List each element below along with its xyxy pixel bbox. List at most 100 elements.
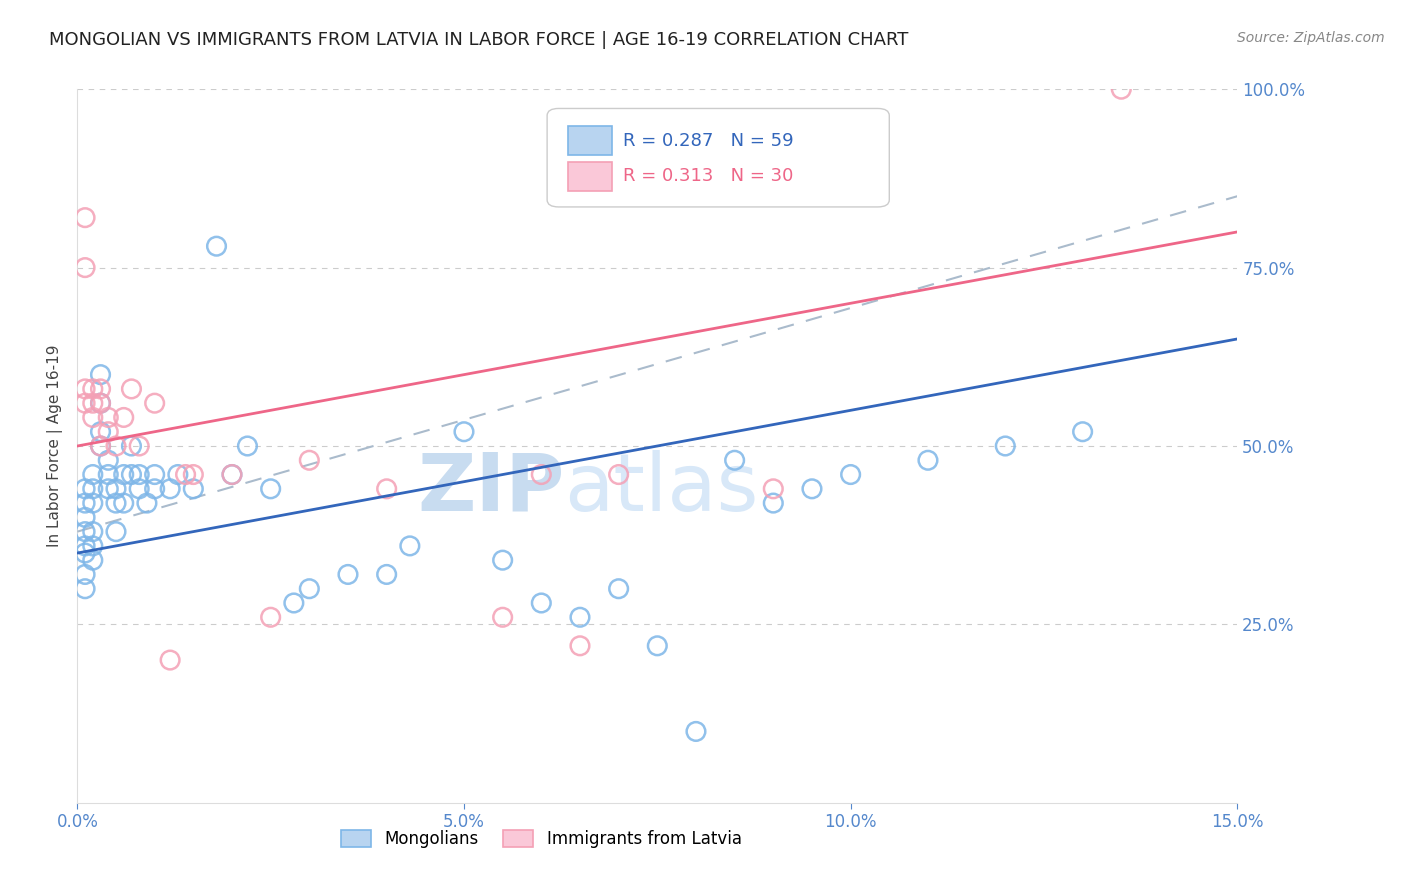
Point xyxy=(136,496,159,510)
Point xyxy=(375,482,398,496)
Point xyxy=(90,368,111,382)
Point xyxy=(159,482,181,496)
Point xyxy=(839,467,862,482)
Point xyxy=(75,510,96,524)
Point xyxy=(121,467,143,482)
Legend: Mongolians, Immigrants from Latvia: Mongolians, Immigrants from Latvia xyxy=(335,823,748,855)
Point xyxy=(298,453,321,467)
Point xyxy=(221,467,243,482)
Point xyxy=(82,539,104,553)
Point xyxy=(82,553,104,567)
Point xyxy=(183,467,205,482)
Point xyxy=(762,482,785,496)
FancyBboxPatch shape xyxy=(568,162,612,191)
Point xyxy=(90,396,111,410)
Point xyxy=(569,610,592,624)
Point xyxy=(236,439,259,453)
Point xyxy=(801,482,824,496)
Point xyxy=(298,582,321,596)
Text: MONGOLIAN VS IMMIGRANTS FROM LATVIA IN LABOR FORCE | AGE 16-19 CORRELATION CHART: MONGOLIAN VS IMMIGRANTS FROM LATVIA IN L… xyxy=(49,31,908,49)
Point xyxy=(75,546,96,560)
Text: ZIP: ZIP xyxy=(418,450,565,528)
Point xyxy=(97,410,120,425)
Point xyxy=(1071,425,1094,439)
Point xyxy=(569,639,592,653)
Point xyxy=(75,382,96,396)
Point xyxy=(82,524,104,539)
Point xyxy=(375,567,398,582)
Point xyxy=(75,482,96,496)
Point xyxy=(143,482,166,496)
Point xyxy=(530,467,553,482)
Point xyxy=(90,439,111,453)
Point xyxy=(724,453,747,467)
Point xyxy=(260,482,283,496)
Point xyxy=(121,439,143,453)
Point xyxy=(82,482,104,496)
Point xyxy=(97,453,120,467)
Point xyxy=(492,610,515,624)
Point xyxy=(75,396,96,410)
Point xyxy=(205,239,228,253)
Point xyxy=(159,653,181,667)
Text: atlas: atlas xyxy=(565,450,759,528)
Point xyxy=(128,439,150,453)
Point xyxy=(82,496,104,510)
Point xyxy=(685,724,707,739)
Point xyxy=(112,467,135,482)
Point xyxy=(97,467,120,482)
Point xyxy=(75,582,96,596)
Point xyxy=(166,467,188,482)
Point xyxy=(143,467,166,482)
FancyBboxPatch shape xyxy=(568,127,612,155)
Point xyxy=(105,496,127,510)
Point xyxy=(97,425,120,439)
Point xyxy=(75,524,96,539)
Point xyxy=(90,425,111,439)
Point xyxy=(128,467,150,482)
Point xyxy=(97,482,120,496)
Text: R = 0.313   N = 30: R = 0.313 N = 30 xyxy=(623,168,793,186)
Point xyxy=(607,582,630,596)
Point xyxy=(105,482,127,496)
Point xyxy=(75,496,96,510)
Point xyxy=(492,553,515,567)
Point xyxy=(260,610,283,624)
Point xyxy=(607,467,630,482)
Point xyxy=(105,439,127,453)
Point xyxy=(82,467,104,482)
Point xyxy=(647,639,669,653)
Point xyxy=(90,439,111,453)
Point xyxy=(75,567,96,582)
Point xyxy=(453,425,475,439)
Point xyxy=(112,496,135,510)
Point xyxy=(75,211,96,225)
Text: R = 0.287   N = 59: R = 0.287 N = 59 xyxy=(623,132,793,150)
Point xyxy=(105,524,127,539)
Point xyxy=(994,439,1017,453)
Point xyxy=(121,382,143,396)
Point xyxy=(90,382,111,396)
Point xyxy=(399,539,422,553)
Point xyxy=(530,596,553,610)
Point xyxy=(90,396,111,410)
Point xyxy=(283,596,305,610)
Point xyxy=(112,410,135,425)
Point xyxy=(174,467,197,482)
Point xyxy=(75,539,96,553)
Point xyxy=(128,482,150,496)
Point xyxy=(337,567,360,582)
Point xyxy=(82,410,104,425)
Point xyxy=(82,382,104,396)
Point xyxy=(82,396,104,410)
Point xyxy=(917,453,939,467)
FancyBboxPatch shape xyxy=(547,109,890,207)
Point xyxy=(221,467,243,482)
Point xyxy=(75,260,96,275)
Point xyxy=(1111,82,1133,96)
Text: Source: ZipAtlas.com: Source: ZipAtlas.com xyxy=(1237,31,1385,45)
Point xyxy=(143,396,166,410)
Point xyxy=(762,496,785,510)
Y-axis label: In Labor Force | Age 16-19: In Labor Force | Age 16-19 xyxy=(48,344,63,548)
Point xyxy=(183,482,205,496)
